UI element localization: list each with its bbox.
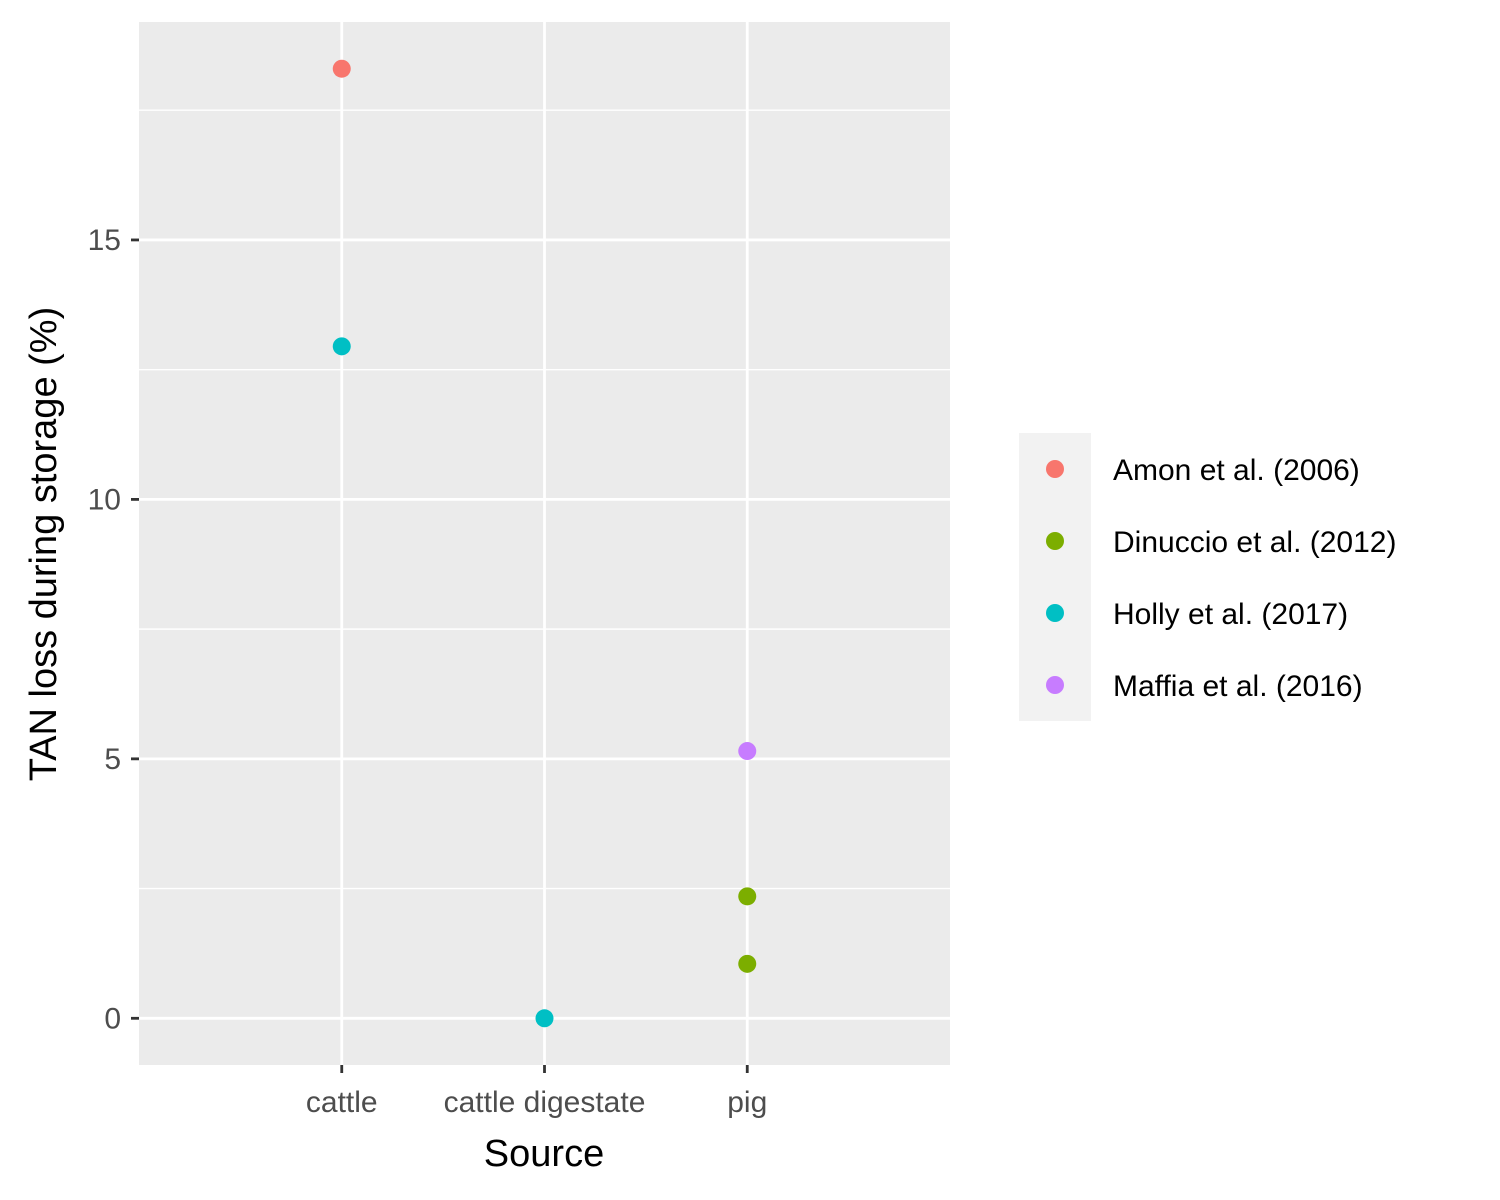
y-tick-label: 0 <box>104 1002 121 1035</box>
data-point <box>535 1009 554 1028</box>
legend: Amon et al. (2006) Dinuccio et al. (2012)… <box>1019 433 1396 721</box>
legend-key-background <box>1019 433 1091 721</box>
x-tick-label: cattle digestate <box>444 1086 646 1119</box>
legend-label: Maffia et al. (2016) <box>1113 670 1363 703</box>
data-point <box>738 954 757 973</box>
legend-label: Dinuccio et al. (2012) <box>1113 526 1396 559</box>
legend-key <box>1046 604 1064 622</box>
y-tick-label: 10 <box>88 483 121 516</box>
legend-key <box>1046 676 1064 694</box>
y-tick-label: 15 <box>88 224 121 257</box>
legend-key <box>1046 532 1064 550</box>
legend-label: Holly et al. (2017) <box>1113 598 1348 631</box>
legend-key <box>1046 460 1064 478</box>
x-axis: cattle cattle digestate pig <box>306 1065 767 1119</box>
x-axis-title: Source <box>484 1133 604 1175</box>
x-tick-label: cattle <box>306 1086 378 1119</box>
data-point <box>738 887 757 906</box>
y-axis: 0 5 10 15 <box>88 224 139 1035</box>
legend-label: Amon et al. (2006) <box>1113 454 1360 487</box>
data-points <box>332 59 757 1028</box>
y-tick-label: 5 <box>104 743 121 776</box>
y-axis-title: TAN loss during storage (%) <box>23 307 65 781</box>
x-tick-label: pig <box>727 1086 767 1119</box>
data-point <box>332 59 351 78</box>
data-point <box>332 337 351 356</box>
data-point <box>738 742 757 761</box>
